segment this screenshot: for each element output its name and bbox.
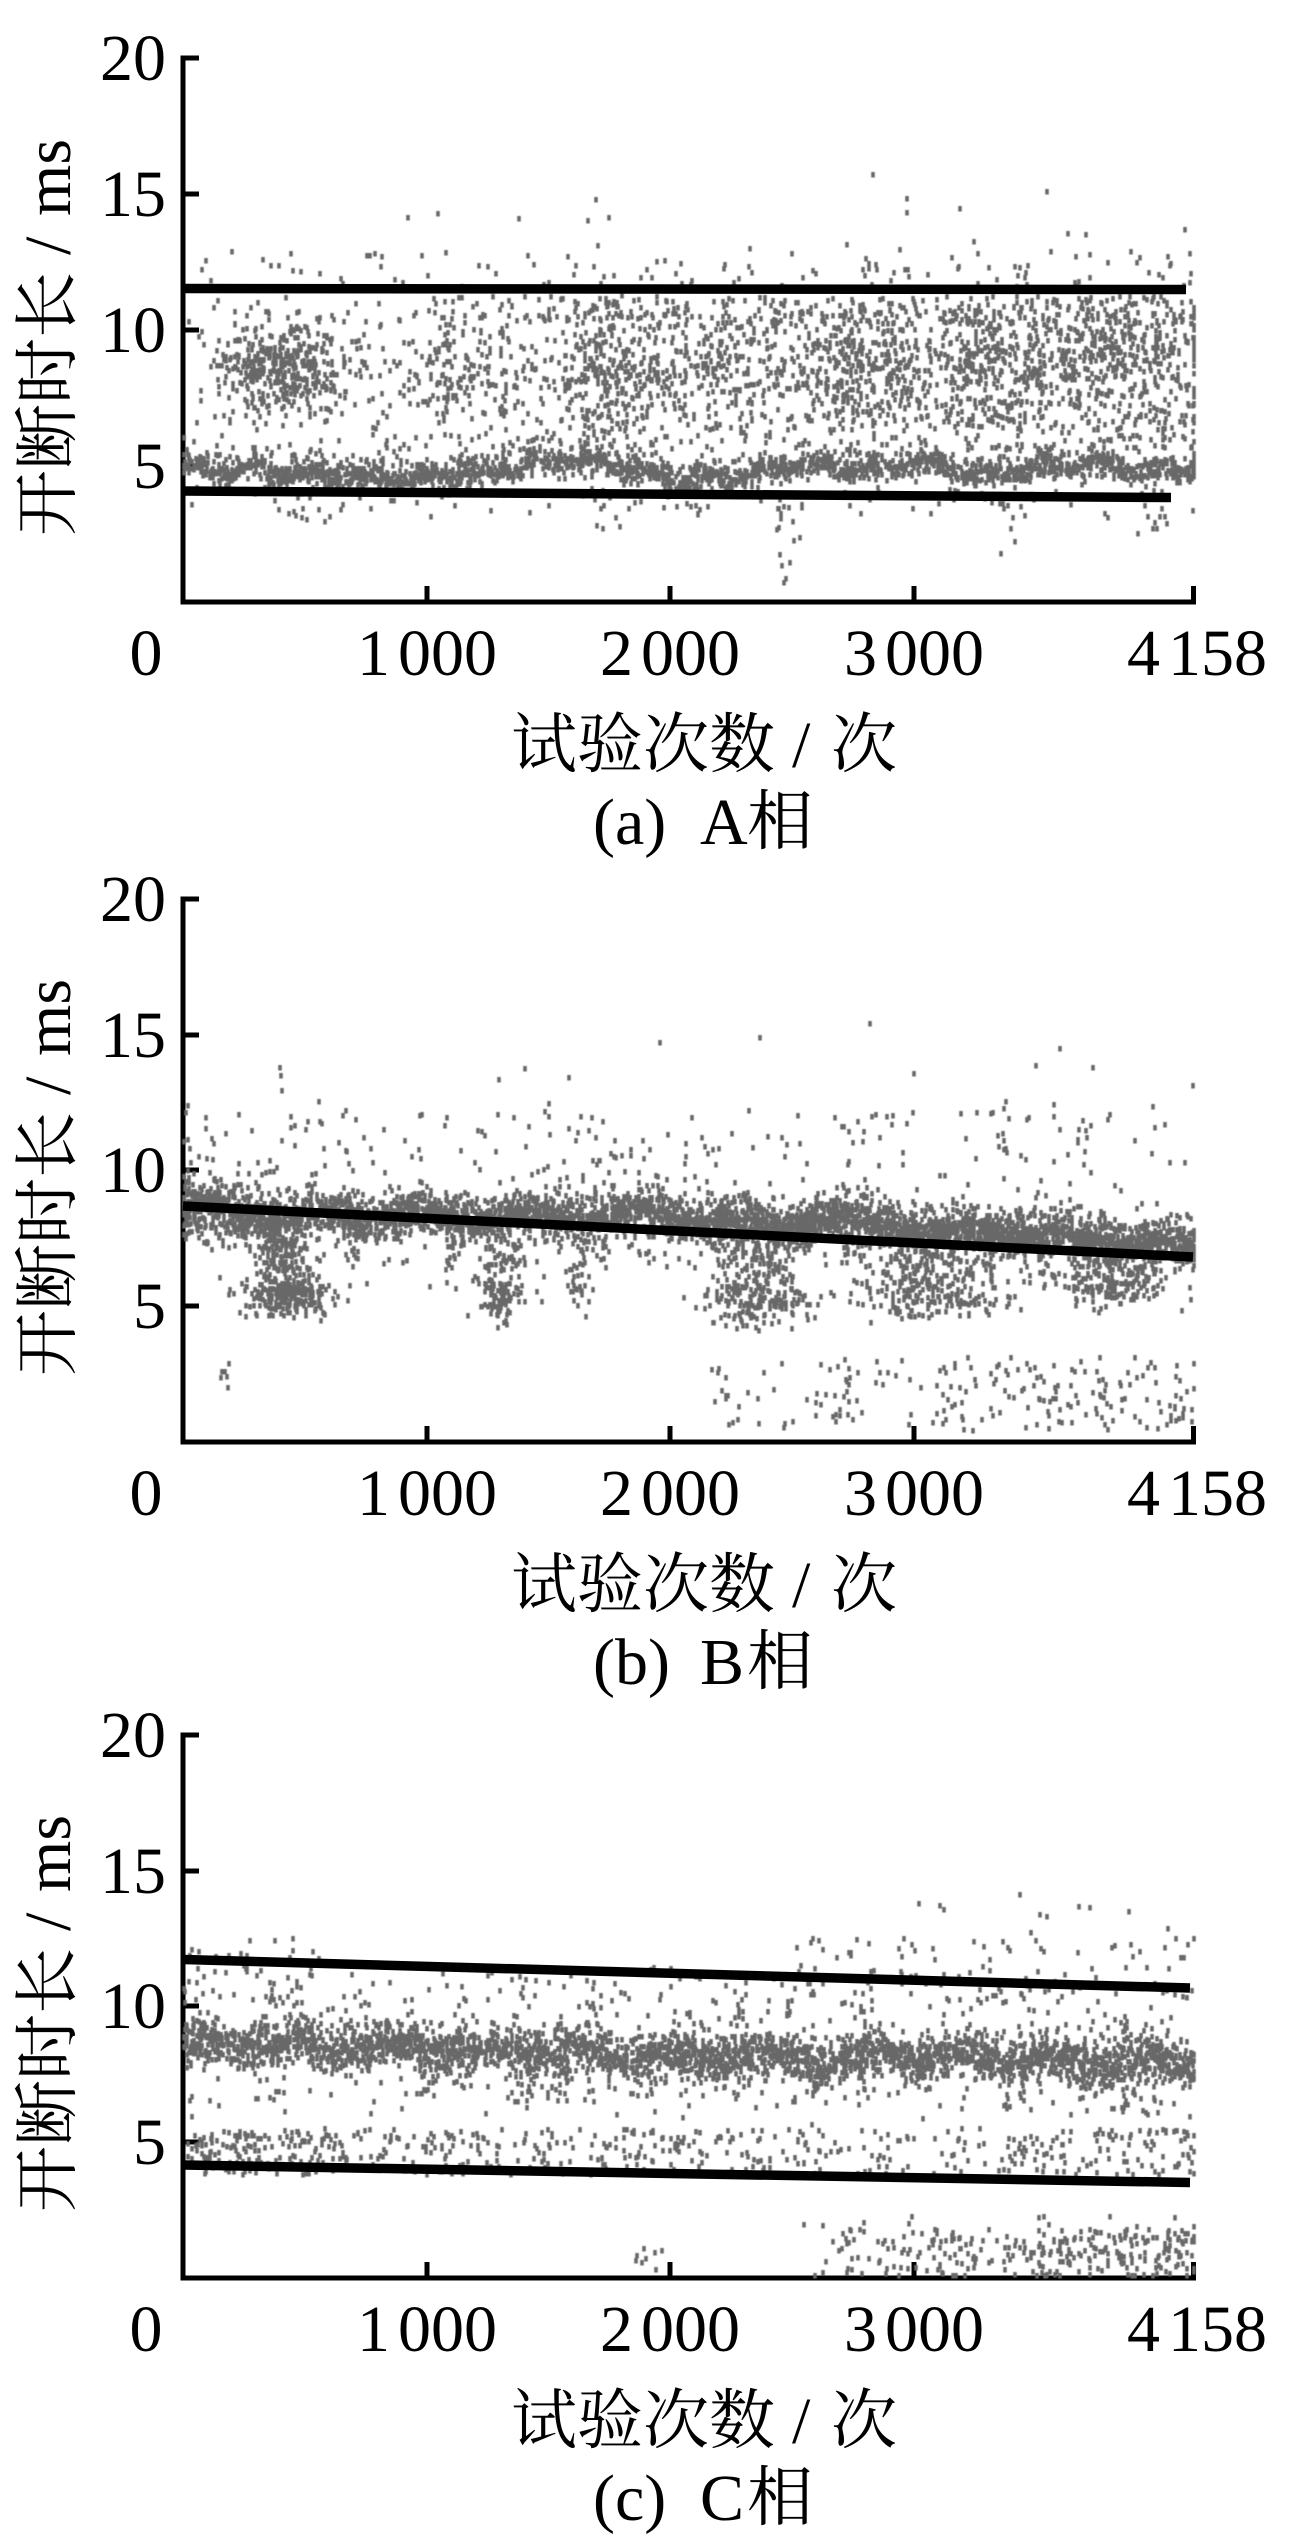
svg-text:/: / xyxy=(12,236,85,255)
svg-text:(b): (b) xyxy=(593,1626,670,1699)
svg-text:/: / xyxy=(12,1076,85,1095)
svg-text:A: A xyxy=(700,786,748,859)
svg-text:20: 20 xyxy=(100,863,166,936)
svg-text:0: 0 xyxy=(130,2293,163,2366)
svg-text:(c): (c) xyxy=(593,2462,666,2535)
svg-text:15: 15 xyxy=(100,158,166,231)
svg-text:C: C xyxy=(700,2462,744,2535)
svg-text:5: 5 xyxy=(133,430,166,503)
svg-text:ms: ms xyxy=(12,139,85,216)
svg-text:15: 15 xyxy=(100,999,166,1072)
svg-text:5: 5 xyxy=(133,1270,166,1343)
svg-text:10: 10 xyxy=(100,1970,166,2043)
svg-text:0: 0 xyxy=(130,1457,163,1530)
svg-text:(a): (a) xyxy=(593,786,666,859)
svg-text:B: B xyxy=(700,1626,744,1699)
svg-text:15: 15 xyxy=(100,1835,166,1908)
svg-text:20: 20 xyxy=(100,1699,166,1772)
svg-text:0: 0 xyxy=(130,617,163,690)
svg-text:/: / xyxy=(792,709,811,782)
svg-text:20: 20 xyxy=(100,22,166,95)
svg-text:/: / xyxy=(792,2385,811,2458)
svg-text:5: 5 xyxy=(133,2106,166,2179)
svg-text:10: 10 xyxy=(100,294,166,367)
svg-text:ms: ms xyxy=(12,1815,85,1892)
svg-text:ms: ms xyxy=(12,979,85,1056)
svg-text:/: / xyxy=(792,1549,811,1622)
svg-text:/: / xyxy=(12,1912,85,1931)
svg-text:10: 10 xyxy=(100,1134,166,1207)
